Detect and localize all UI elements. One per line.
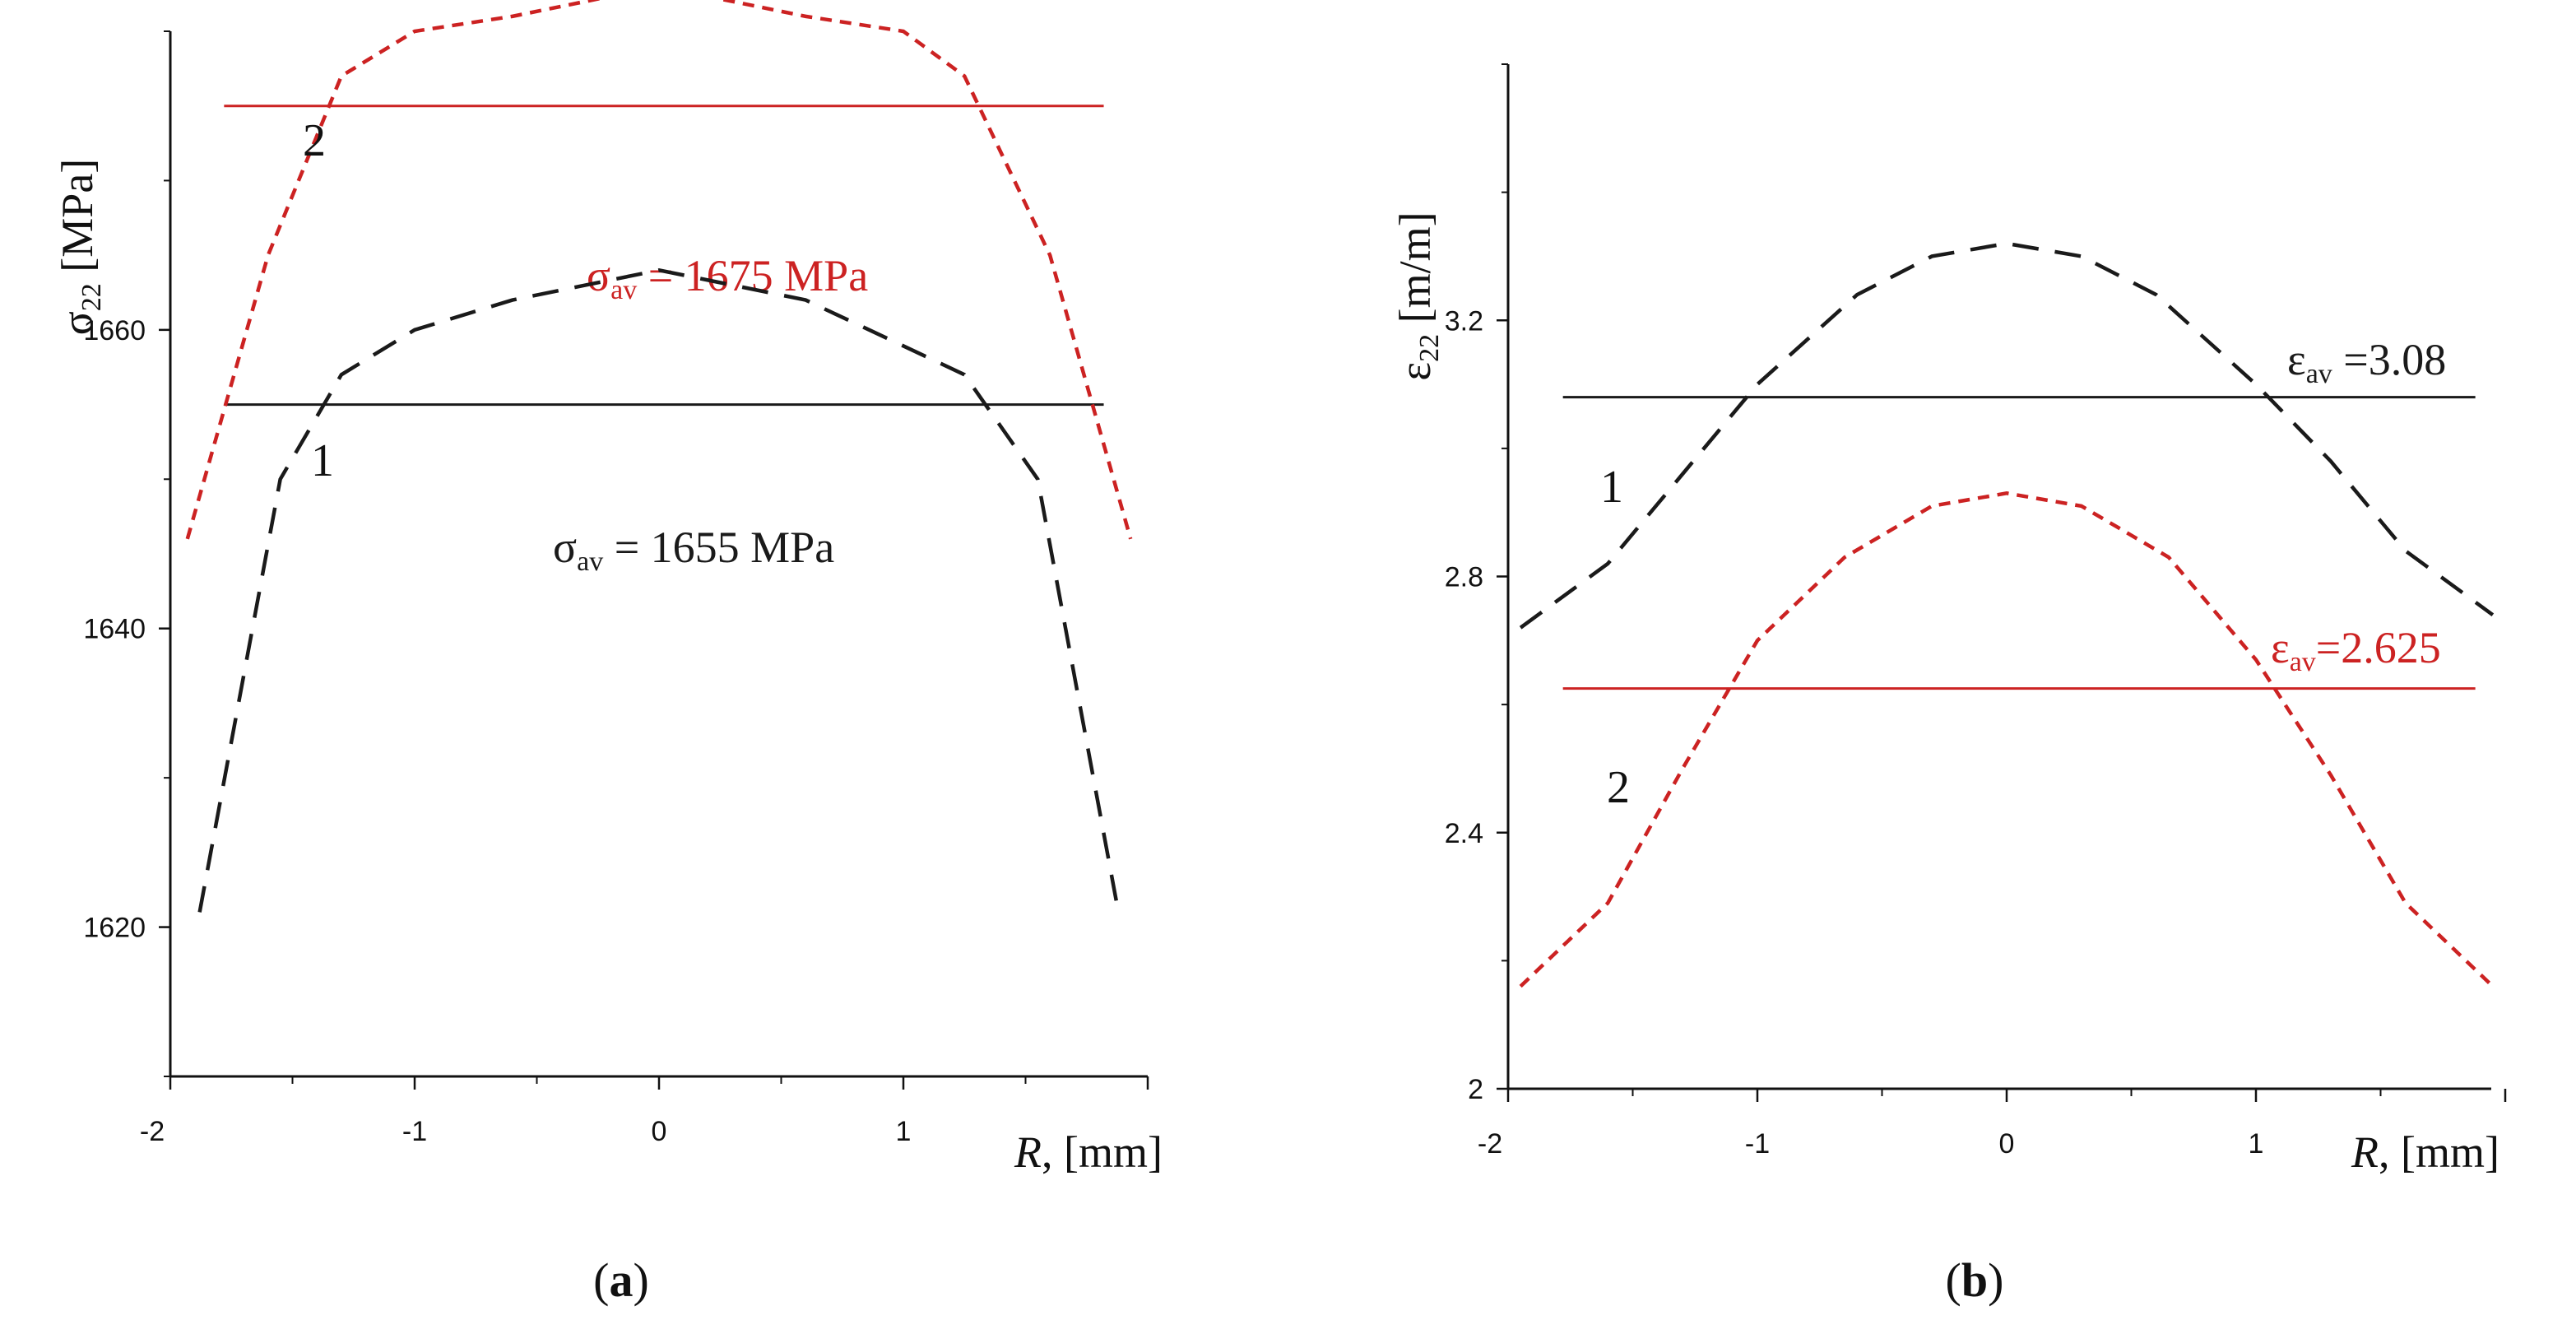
- series-line-2: [185, 0, 1133, 540]
- series-line-2: [1519, 491, 2495, 988]
- average-label: εav=2.625: [2271, 623, 2441, 677]
- y-tick-label: 2: [1468, 1074, 1483, 1105]
- average-label: εav =3.08: [2287, 335, 2446, 389]
- x-axis-label: R, [mm]: [2351, 1127, 2499, 1177]
- series-line-1: [1519, 241, 2495, 630]
- x-tick-label: 0: [1999, 1128, 2015, 1160]
- y-tick-label: 3.2: [1445, 305, 1483, 337]
- x-tick-label: -2: [1478, 1128, 1502, 1160]
- x-tick-label: 0: [652, 1116, 667, 1147]
- x-tick-label: -1: [1745, 1128, 1770, 1160]
- chart-panel-a: -2 -1 0 1 1620 1640 1660 σav = 1655 MPa σav = 16…: [53, 0, 1163, 1307]
- y-axis-label: σ22 [MPa]: [53, 159, 107, 336]
- x-tick-label: -2: [140, 1116, 165, 1147]
- chart-panel-b: -2 -1 0 1 2 2.4 2.8 3.2 εav =3.08 εav=2.625 1 2 ε22 …: [1390, 63, 2507, 1307]
- x-tick-label: 1: [896, 1116, 912, 1147]
- panel-caption: (b): [1946, 1253, 2004, 1307]
- series-label: 1: [1600, 462, 1623, 513]
- series-label: 2: [1607, 762, 1630, 813]
- y-tick-label: 1660: [83, 315, 146, 346]
- series-label: 2: [303, 115, 326, 166]
- average-label: σav = 1675 MPa: [587, 251, 868, 305]
- x-tick-label: -1: [402, 1116, 427, 1147]
- x-tick-label: 1: [2249, 1128, 2264, 1160]
- series-line-1: [197, 267, 1121, 913]
- x-axis-label: R, [mm]: [1014, 1127, 1163, 1177]
- y-tick-label: 2.8: [1445, 562, 1483, 593]
- y-tick-label: 1620: [83, 913, 146, 944]
- y-axis-label: ε22 [m/m]: [1390, 211, 1445, 380]
- y-tick-label: 2.4: [1445, 818, 1483, 849]
- average-label: σav = 1655 MPa: [553, 523, 834, 577]
- series-label: 1: [311, 435, 334, 486]
- panel-caption: (a): [593, 1253, 649, 1307]
- y-tick-label: 1640: [83, 614, 146, 645]
